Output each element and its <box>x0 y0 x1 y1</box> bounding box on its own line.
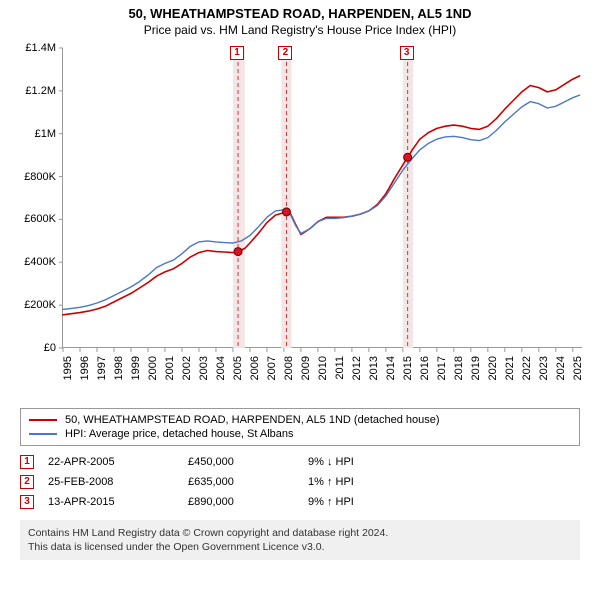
y-tick-label: £1.4M <box>10 42 56 54</box>
x-tick-label: 2022 <box>521 356 533 406</box>
x-tick-label: 2010 <box>317 356 329 406</box>
chart-svg <box>63 48 583 348</box>
x-tick-label: 2023 <box>538 356 550 406</box>
legend-row: HPI: Average price, detached house, St A… <box>29 427 571 441</box>
x-tick-label: 1996 <box>79 356 91 406</box>
x-tick-label: 2001 <box>164 356 176 406</box>
title-block: 50, WHEATHAMPSTEAD ROAD, HARPENDEN, AL5 … <box>0 0 600 39</box>
event-diff: 9% ↑ HPI <box>308 496 354 508</box>
event-top-marker: 1 <box>230 46 244 60</box>
event-marker-box: 3 <box>20 495 34 509</box>
x-tick-label: 2014 <box>385 356 397 406</box>
legend-label: HPI: Average price, detached house, St A… <box>65 428 294 440</box>
event-row: 3 13-APR-2015 £890,000 9% ↑ HPI <box>20 492 580 512</box>
x-tick-label: 2020 <box>487 356 499 406</box>
y-tick-label: £1M <box>10 128 56 140</box>
event-date: 25-FEB-2008 <box>48 476 188 488</box>
event-row: 2 25-FEB-2008 £635,000 1% ↑ HPI <box>20 472 580 492</box>
x-tick-label: 2000 <box>147 356 159 406</box>
chart-subtitle: Price paid vs. HM Land Registry's House … <box>10 23 590 37</box>
x-tick-label: 2007 <box>266 356 278 406</box>
x-tick-label: 2012 <box>351 356 363 406</box>
x-tick-label: 2011 <box>334 356 346 406</box>
event-marker-box: 2 <box>20 475 34 489</box>
license-line: This data is licensed under the Open Gov… <box>28 540 572 554</box>
x-tick-label: 2008 <box>283 356 295 406</box>
legend: 50, WHEATHAMPSTEAD ROAD, HARPENDEN, AL5 … <box>20 408 580 446</box>
x-tick-label: 1999 <box>130 356 142 406</box>
y-tick-label: £1.2M <box>10 85 56 97</box>
y-tick-label: £600K <box>10 213 56 225</box>
y-tick-label: £0 <box>10 342 56 354</box>
x-tick-label: 1998 <box>113 356 125 406</box>
legend-swatch <box>29 419 57 421</box>
x-tick-label: 2002 <box>181 356 193 406</box>
x-tick-label: 2003 <box>198 356 210 406</box>
event-price: £635,000 <box>188 476 308 488</box>
x-tick-label: 1997 <box>96 356 108 406</box>
page-root: 50, WHEATHAMPSTEAD ROAD, HARPENDEN, AL5 … <box>0 0 600 590</box>
legend-swatch <box>29 433 57 435</box>
x-tick-label: 2004 <box>215 356 227 406</box>
x-tick-label: 2005 <box>232 356 244 406</box>
event-price: £890,000 <box>188 496 308 508</box>
x-tick-label: 2015 <box>402 356 414 406</box>
x-tick-label: 2018 <box>453 356 465 406</box>
event-date: 22-APR-2005 <box>48 456 188 468</box>
x-tick-label: 2025 <box>572 356 584 406</box>
event-marker-box: 1 <box>20 455 34 469</box>
x-tick-label: 2016 <box>419 356 431 406</box>
x-tick-label: 2017 <box>436 356 448 406</box>
legend-label: 50, WHEATHAMPSTEAD ROAD, HARPENDEN, AL5 … <box>65 414 440 426</box>
x-tick-label: 2021 <box>504 356 516 406</box>
plot-area <box>62 48 582 348</box>
event-date: 13-APR-2015 <box>48 496 188 508</box>
event-price: £450,000 <box>188 456 308 468</box>
license-line: Contains HM Land Registry data © Crown c… <box>28 526 572 540</box>
x-tick-label: 2024 <box>555 356 567 406</box>
event-diff: 9% ↓ HPI <box>308 456 354 468</box>
events-table: 1 22-APR-2005 £450,000 9% ↓ HPI 2 25-FEB… <box>20 452 580 512</box>
event-top-marker: 2 <box>278 46 292 60</box>
x-tick-label: 1995 <box>62 356 74 406</box>
event-top-marker: 3 <box>400 46 414 60</box>
chart-title: 50, WHEATHAMPSTEAD ROAD, HARPENDEN, AL5 … <box>10 6 590 21</box>
y-tick-label: £800K <box>10 171 56 183</box>
chart-container: £0£200K£400K£600K£800K£1M£1.2M£1.4M 123 … <box>10 44 590 404</box>
x-tick-label: 2009 <box>300 356 312 406</box>
event-row: 1 22-APR-2005 £450,000 9% ↓ HPI <box>20 452 580 472</box>
x-tick-label: 2019 <box>470 356 482 406</box>
event-diff: 1% ↑ HPI <box>308 476 354 488</box>
x-tick-label: 2006 <box>249 356 261 406</box>
license-notice: Contains HM Land Registry data © Crown c… <box>20 520 580 560</box>
legend-row: 50, WHEATHAMPSTEAD ROAD, HARPENDEN, AL5 … <box>29 413 571 427</box>
y-tick-label: £200K <box>10 299 56 311</box>
y-tick-label: £400K <box>10 256 56 268</box>
x-tick-label: 2013 <box>368 356 380 406</box>
